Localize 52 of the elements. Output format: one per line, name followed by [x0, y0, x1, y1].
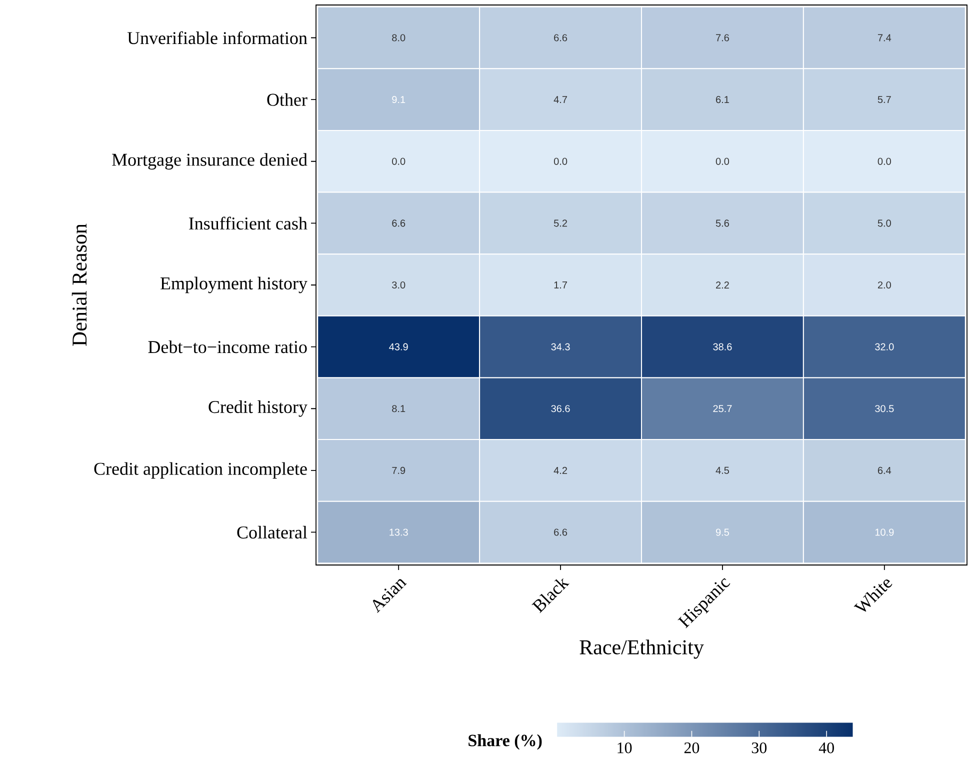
y-tick-label: Collateral	[237, 526, 308, 539]
y-tick-label: Unverifiable information	[127, 31, 308, 44]
data-label: 0.0	[554, 158, 568, 165]
color-bar-label: 20	[684, 742, 700, 754]
data-label: 34.3	[551, 343, 570, 350]
color-bar-title: Share (%)	[468, 734, 542, 750]
color-bar-label: 10	[618, 742, 632, 754]
data-label: 2.2	[716, 282, 729, 288]
data-label: 3.0	[392, 281, 406, 289]
y-tick-label: Credit history	[208, 400, 308, 417]
data-label: 6.6	[392, 220, 406, 227]
data-label: 7.9	[392, 466, 406, 474]
y-axis-title: Denial Reason	[72, 224, 87, 346]
color-bar-label: 40	[818, 742, 834, 754]
data-label: 5.7	[878, 96, 891, 104]
data-label: 6.4	[878, 466, 892, 474]
data-label: 6.6	[554, 34, 568, 42]
data-label: 13.3	[390, 528, 408, 536]
y-tick-label: Employment history	[160, 276, 308, 294]
data-label: 10.9	[875, 528, 894, 536]
data-label: 43.9	[389, 343, 408, 350]
data-label: 1.7	[554, 282, 567, 288]
data-label: 32.0	[875, 343, 894, 350]
data-label: 8.1	[392, 405, 406, 412]
y-tick-label: Credit application incomplete	[94, 462, 307, 479]
data-label: 4.2	[554, 466, 567, 474]
data-label: 25.7	[713, 405, 732, 412]
data-label: 2.0	[878, 281, 891, 289]
y-tick-label: Mortgage insurance denied	[112, 153, 308, 170]
data-label: 7.4	[878, 34, 892, 42]
data-label: 9.5	[716, 528, 730, 536]
data-label: 0.0	[716, 158, 730, 165]
data-label: 5.0	[878, 220, 891, 227]
data-label: 5.6	[716, 220, 729, 227]
y-tick-label: Insufficient cash	[188, 216, 308, 230]
data-label: 5.2	[554, 220, 567, 227]
x-axis-title: Race/Ethnicity	[580, 640, 704, 659]
data-label: 6.6	[554, 528, 568, 536]
data-label: 4.7	[554, 96, 567, 103]
data-label: 9.1	[392, 96, 406, 104]
color-bar-label: 30	[752, 742, 767, 754]
data-label: 36.6	[551, 405, 570, 412]
data-label: 0.0	[392, 158, 406, 165]
data-label: 4.5	[716, 466, 730, 474]
data-label: 6.1	[716, 96, 729, 104]
y-tick-label: Debt−to−income ratio	[148, 340, 307, 354]
data-label: 38.6	[713, 343, 732, 350]
data-label: 30.5	[875, 405, 894, 412]
y-tick-label: Other	[267, 93, 308, 106]
data-label: 0.0	[878, 158, 891, 165]
data-label: 7.6	[716, 34, 729, 42]
data-label: 8.0	[392, 34, 406, 42]
